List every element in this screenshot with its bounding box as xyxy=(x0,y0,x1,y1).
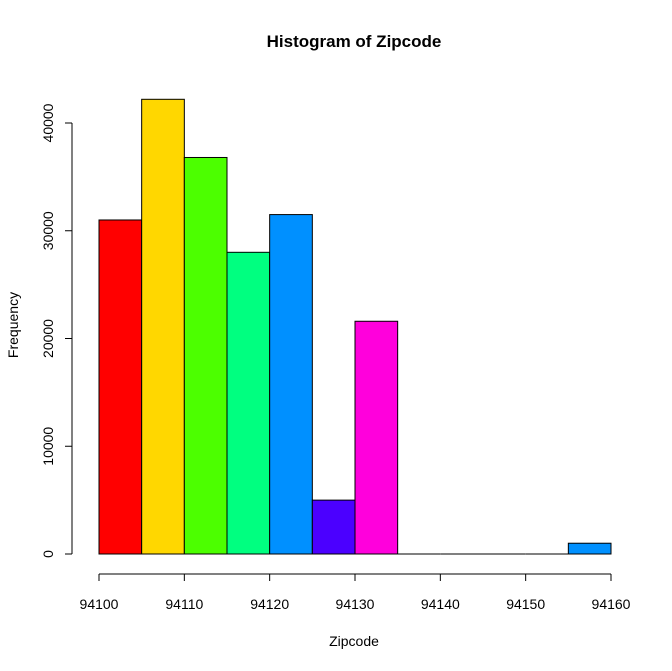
histogram-bar-5 xyxy=(269,214,313,555)
bars-group xyxy=(98,98,612,555)
y-tick-label: 40000 xyxy=(40,103,56,142)
x-tick-label: 94110 xyxy=(165,596,203,612)
y-axis-label: Frequency xyxy=(5,292,21,358)
histogram-bar-7 xyxy=(354,320,399,555)
x-tick-label: 94100 xyxy=(80,596,119,612)
x-tick-label: 94150 xyxy=(506,596,545,612)
x-tick-label: 94160 xyxy=(592,596,631,612)
x-axis: 94100 94110 94120 94130 94140 94150 94160 xyxy=(80,573,631,612)
histogram-bar-1 xyxy=(98,219,143,555)
x-tick-label: 94130 xyxy=(336,596,375,612)
y-tick-label: 30000 xyxy=(40,211,56,250)
y-tick-label: 10000 xyxy=(40,427,56,466)
y-tick-label: 0 xyxy=(40,550,56,558)
histogram-bar-2 xyxy=(141,98,185,555)
histogram-bar-3 xyxy=(183,156,228,555)
y-tick-label: 20000 xyxy=(40,319,56,358)
histogram-bar-6 xyxy=(311,499,356,555)
y-axis: 0 10000 20000 30000 40000 xyxy=(40,103,73,558)
x-tick-label: 94140 xyxy=(421,596,460,612)
chart-title: Histogram of Zipcode xyxy=(267,32,442,51)
x-axis-label: Zipcode xyxy=(329,633,379,649)
x-tick-label: 94120 xyxy=(250,596,289,612)
histogram-bar-4 xyxy=(226,251,271,555)
histogram-bar-12 xyxy=(567,542,612,555)
